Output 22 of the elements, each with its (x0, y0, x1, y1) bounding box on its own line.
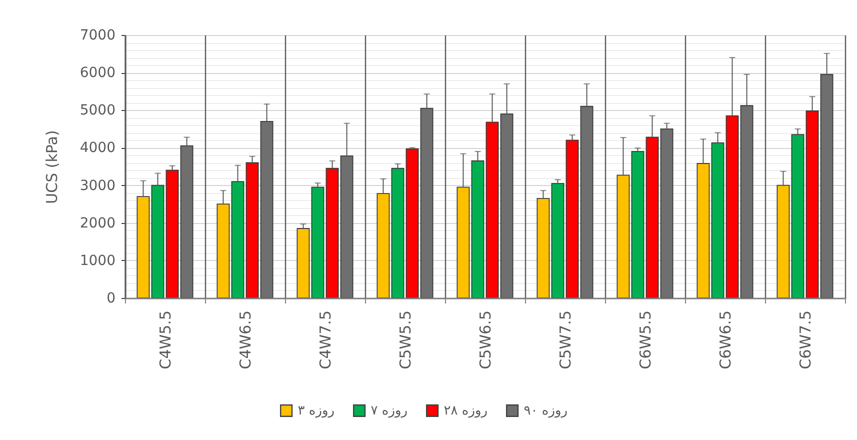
y-tick-label: 6000 (80, 65, 116, 82)
x-tick-label: C5W6.5 (476, 310, 494, 370)
legend-label: ۳ روزه (298, 404, 335, 419)
y-tick-label: 4000 (80, 140, 116, 156)
legend-label: ۹۰ روزه (524, 404, 568, 419)
x-tick-label: C4W5.5 (156, 310, 174, 370)
y-tick-label: 1000 (80, 252, 116, 269)
y-tick-label: 5000 (80, 102, 116, 119)
y-tick-label: 2000 (80, 215, 116, 232)
x-tick-label: C5W7.5 (556, 310, 574, 370)
y-tick-label: 3000 (80, 178, 116, 194)
legend-label: ۷ روزه (370, 404, 408, 419)
legend-label: ۲۸ روزه (444, 404, 488, 419)
y-tick-label: 0 (106, 290, 116, 306)
x-tick-label: C4W6.5 (236, 310, 254, 370)
x-tick-label: C6W6.5 (716, 310, 734, 370)
y-axis-title: UCS (kPa) (42, 130, 61, 204)
x-tick-label: C5W5.5 (396, 310, 414, 370)
x-tick-label: C4W7.5 (316, 310, 334, 370)
x-tick-label: C6W7.5 (796, 310, 814, 370)
y-tick-label: 7000 (80, 28, 116, 44)
x-tick-label: C6W5.5 (636, 310, 654, 370)
